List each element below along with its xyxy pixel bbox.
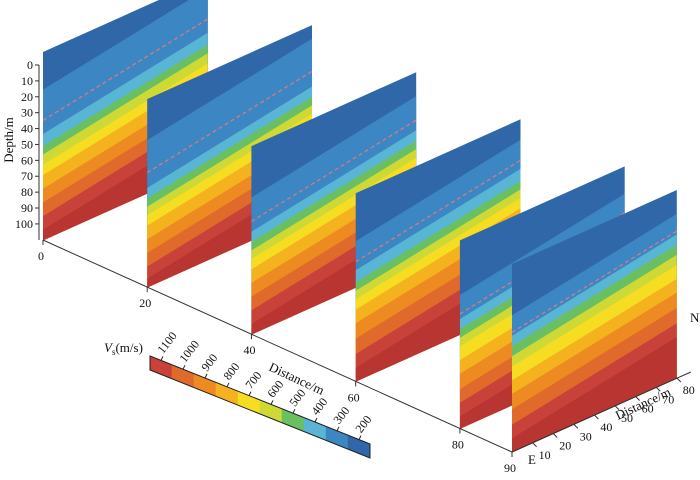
ns-tick-label: 30	[580, 429, 592, 443]
colorbar-tick-mark	[248, 391, 252, 396]
interface-dashed-line	[251, 119, 417, 222]
low-velocity-band	[147, 45, 312, 178]
ns-tick-label: 40	[600, 420, 612, 434]
ew-tick-label: 60	[348, 390, 360, 404]
ns-tick-label: 50	[621, 411, 633, 425]
colorbar-tick-mark	[160, 356, 164, 361]
low-velocity-band	[251, 99, 417, 222]
colorbar-label-rest: (m/s)	[115, 340, 142, 355]
low-velocity-band	[355, 143, 521, 259]
ew-end-label: E	[528, 452, 536, 467]
interface-dashed-line	[43, 18, 208, 121]
colorbar-tick-label: 900	[198, 351, 220, 374]
ew-tick-label: 20	[139, 296, 151, 310]
depth-tick-label: 60	[21, 153, 33, 167]
ew-tick-label: 0	[38, 249, 44, 263]
ns-tick-mark	[532, 442, 537, 448]
colorbar-tick-mark	[358, 435, 362, 440]
colorbar-tick-mark	[314, 417, 318, 423]
depth-axis-label: Depth/m	[1, 117, 16, 163]
low-velocity-band	[512, 217, 677, 326]
ns-tick-mark	[614, 405, 620, 411]
interface-dashed-line	[147, 70, 312, 174]
depth-tick-label: 90	[21, 201, 33, 215]
colorbar-frame	[149, 355, 371, 459]
colorbar-label: Vs(m/s)	[104, 340, 143, 357]
depth-tick-label: 30	[21, 106, 33, 120]
depth-tick-label: 70	[21, 169, 33, 183]
depth-tick-label: 0	[27, 58, 33, 72]
depth-tick-label: 10	[21, 74, 33, 88]
colorbar-tick-mark	[204, 373, 208, 379]
section-planes	[42, 0, 678, 453]
depth-tick-label: 80	[21, 185, 33, 199]
colorbar-tick-label: 700	[242, 369, 264, 392]
ew-tick-label: 80	[452, 437, 464, 451]
ns-tick-label: 20	[559, 439, 571, 453]
ns-tick-mark	[655, 386, 661, 392]
colorbar-tick-label: 1100	[154, 329, 180, 356]
ns-tick-mark	[635, 396, 640, 401]
ns-axis-line	[511, 371, 692, 453]
colorbar-label-main: V	[104, 340, 114, 355]
ns-tick-label: 80	[683, 383, 695, 397]
depth-tick-label: 20	[21, 90, 33, 104]
colorbar-tick-label: 200	[352, 413, 374, 436]
colorbar-tick-mark	[292, 408, 296, 414]
colorbar-tick-label: 600	[264, 377, 286, 400]
ns-tick-mark	[552, 433, 558, 438]
ns-tick-mark	[573, 423, 579, 429]
depth-tick-label: 100	[15, 217, 33, 231]
ns-tick-mark	[594, 414, 599, 420]
ns-tick-label: 70	[662, 392, 674, 406]
ns-tick-label: 10	[539, 448, 551, 462]
colorbar-tick-label: 800	[220, 360, 242, 383]
ew-tick-label: 90	[504, 461, 516, 475]
ns-tick-mark	[676, 377, 682, 383]
interface-dashed-line	[355, 159, 521, 263]
colorbar-tick-mark	[336, 426, 340, 432]
colorbar-tick-mark	[182, 364, 186, 370]
depth-tick-label: 50	[21, 137, 33, 151]
colorbar-label-sub: s	[112, 347, 116, 357]
ns-end-label: N	[690, 310, 700, 325]
interface-dashed-line	[512, 230, 677, 333]
ns-tick-label: 60	[642, 402, 654, 416]
colorbar-tick-mark	[226, 382, 230, 388]
ew-tick-label: 40	[243, 343, 255, 357]
colorbar-tick-mark	[270, 400, 274, 405]
colorbar-tick-label: 300	[330, 404, 352, 427]
ew-axis-line	[42, 239, 513, 453]
colorbar-tick-label: 1000	[176, 338, 202, 366]
low-velocity-band	[43, 0, 208, 124]
depth-tick-label: 40	[21, 122, 33, 136]
colorbar-tick-label: 400	[308, 395, 330, 418]
